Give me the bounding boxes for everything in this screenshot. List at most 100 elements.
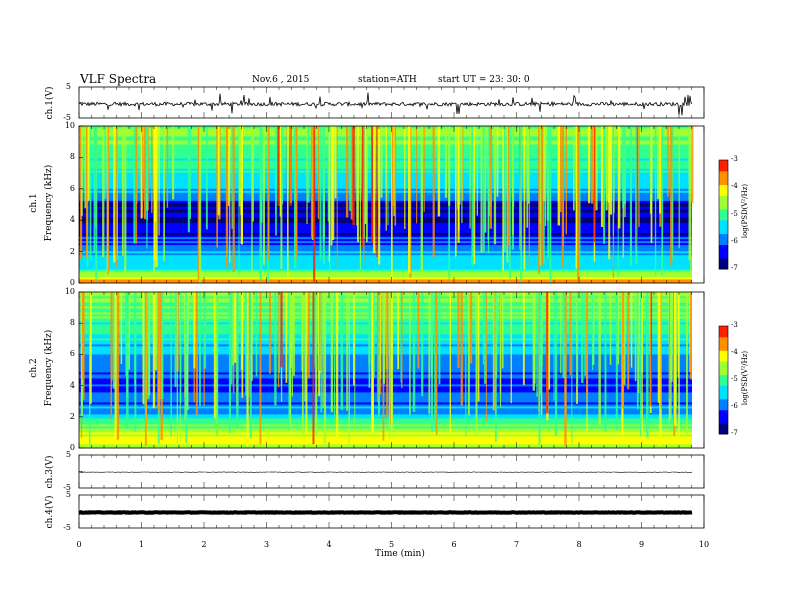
ch2_spec-streak [604,292,607,432]
ch2_spec-streak [176,292,178,444]
ch1_spec-streak [359,126,361,270]
ch1_spec-streak [493,126,497,245]
ch1_spec-colorbar-tick-label: -3 [731,155,738,163]
ch1_spec-streak [608,126,611,260]
ch1_spec-colorbar-cell [719,225,728,229]
ch1_spec-colorbar-cell [719,249,728,254]
ch1_spec-band [79,214,692,217]
ch1_spec-streak [371,126,374,244]
ch2_spec-streak [147,292,150,400]
ch1_spec-streak [635,126,638,264]
ch2_spec-streak [230,292,233,385]
ch2_spec-ytick-label: 10 [64,287,75,296]
ch1_spec-band [79,236,692,240]
ch1_spec-band [79,220,692,223]
ch1_spec-ytick-label: 6 [69,183,75,193]
ch2_spec-streak [460,292,463,406]
ch2_spec-streak [312,292,315,445]
ch1_spec-streak [458,126,460,231]
ch1_spec-streak [489,126,492,229]
ch2_spec-streak [689,292,692,380]
ch1_spec-streak [455,126,457,257]
ch1_spec-streak [107,126,110,275]
ch1_spec-colorbar-cell [719,255,728,259]
ch1_spec-colorbar-cell [719,239,728,243]
ch2_spec-streak [650,292,653,407]
ch2_spec-streak [485,292,487,422]
ch2_spec-colorbar-cell [719,371,728,376]
x-tick-label: 4 [326,540,332,549]
ch2_spec-streak [180,292,182,404]
ch2_spec-band [79,294,692,297]
ch1_spec-band [79,266,692,270]
x-tick-label: 0 [76,540,82,549]
ch2_spec-streak [340,292,344,410]
ch1_spec-streak [296,126,298,260]
ch1_spec-colorbar-cell [719,170,728,175]
ch1_spec-band [79,148,692,151]
ch2_spec-band [79,444,692,447]
ch2_spec-streak [500,292,502,408]
ch2_spec-streak [390,292,392,403]
ch1_spec-streak [163,126,165,261]
ch1_spec-band [79,164,692,167]
ch1_spec-streak [448,126,451,206]
ch1_spec-colorbar-tick-label: -4 [731,182,738,191]
ch2_spec-band [79,370,692,373]
ch2_spec-colorbar-cell [719,398,728,403]
ch2_spec-streak [249,292,252,438]
ch1_spec-band [79,212,692,215]
ch2_spec-streak [81,292,83,406]
ch1_spec-streak [544,126,547,226]
ch2_spec-colorbar-tick-label: -4 [731,348,738,356]
ch1_spec-streak [260,126,263,223]
ch1_spec-band [79,234,692,238]
ch2_spec-streak [586,292,589,397]
ch2_spec-band [79,372,692,375]
ch2_spec-band [79,396,692,399]
ch1_spec-streak [141,126,143,219]
ch1_spec-colorbar-cell [719,209,728,213]
ch1_spec-streak [691,126,694,204]
ch2_spec-streak [417,292,420,369]
ch2_spec-streak [438,292,441,385]
ch1_spec-ytick-label: 0 [69,278,75,287]
ch1_spec-colorbar-cell [719,230,728,234]
ch3_wave-ytick-label: -5 [63,483,71,492]
ch1_spec-streak [618,126,621,229]
ch2_spec-streak [678,292,680,438]
ch1_spec-band [79,224,692,227]
ch2_spec-band [79,298,692,301]
ch1_spec-streak [512,126,514,235]
ch1_spec-colorbar-cell [719,260,728,264]
ch1_spec-band [79,166,692,169]
ch2_spec-streak [305,292,308,435]
ch1_spec-streak [290,126,292,203]
ch2_spec-streak [598,292,601,425]
ch1_spec-streak [147,126,149,211]
ch1_spec-streak [561,126,564,268]
ch1_spec-streak [557,126,561,226]
ch2_spec-streak [391,292,393,370]
ch2_spec-streak [304,292,307,402]
ch2_spec-streak [248,292,251,397]
ch2_spec-band [79,296,692,299]
ch1_spec-band [79,180,692,183]
ch1_spec-streak [238,126,241,207]
ch2_spec-streak [571,292,573,444]
ch2_spec-streak [110,292,113,381]
ch1_spec-streak [404,126,406,229]
ch2_spec-streak [668,292,671,399]
ch2_spec-band [79,328,692,331]
ch2_spec-band [79,348,692,351]
ch1_spec-colorbar-cell [719,192,728,196]
ch1_spec-streak [317,126,320,219]
ch2_spec-streak [670,292,672,419]
ch2_spec-band [79,394,692,397]
ch2_spec-colorbar-cell [719,342,728,346]
ch2_spec-colorbar-cell [719,334,728,338]
ch1_spec-band [79,192,692,195]
ch1_spec-streak [158,126,160,236]
ch1_spec-streak [667,126,669,197]
ch2_spec-band [79,408,692,411]
